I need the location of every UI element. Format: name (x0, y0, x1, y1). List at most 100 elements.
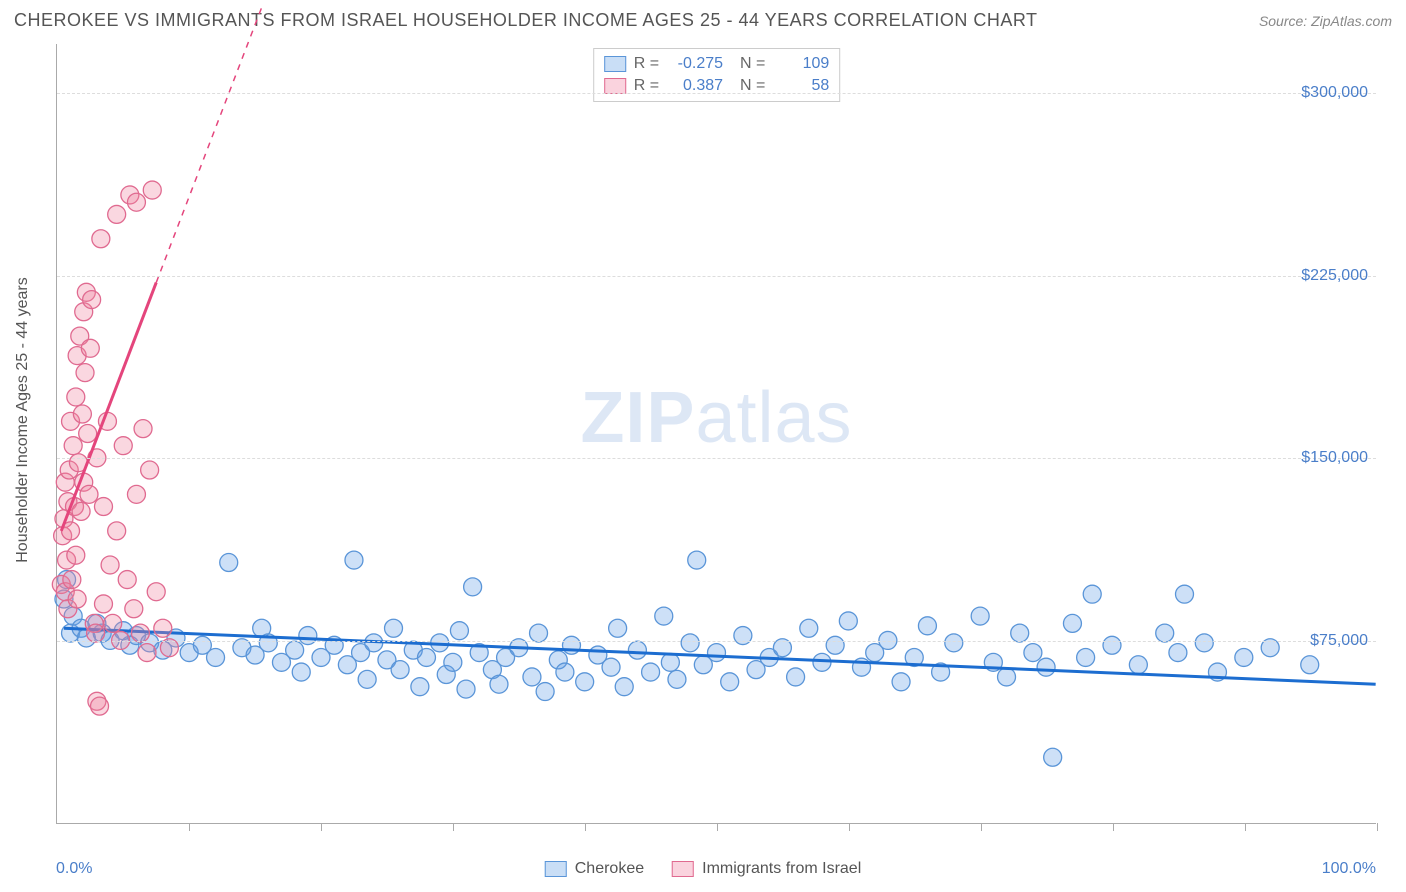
scatter-point (79, 425, 97, 443)
scatter-point (391, 661, 409, 679)
x-tick (453, 823, 454, 831)
scatter-point (556, 663, 574, 681)
scatter-point (892, 673, 910, 691)
plot-svg (57, 44, 1376, 823)
legend-item-israel: Immigrants from Israel (672, 860, 861, 878)
legend-label-israel: Immigrants from Israel (702, 860, 861, 878)
scatter-point (73, 405, 91, 423)
scatter-point (1024, 644, 1042, 662)
scatter-point (450, 622, 468, 640)
y-tick-label: $75,000 (1310, 632, 1368, 650)
legend-label-cherokee: Cherokee (575, 860, 644, 878)
scatter-point (1103, 636, 1121, 654)
scatter-point (1169, 644, 1187, 662)
scatter-point (87, 624, 105, 642)
scatter-point (1077, 648, 1095, 666)
scatter-point (945, 634, 963, 652)
scatter-point (490, 675, 508, 693)
scatter-point (104, 614, 122, 632)
legend-item-cherokee: Cherokee (545, 860, 644, 878)
scatter-point (1235, 648, 1253, 666)
scatter-point (207, 648, 225, 666)
swatch-pink-icon (672, 861, 694, 877)
scatter-point (688, 551, 706, 569)
bottom-legend: Cherokee Immigrants from Israel (545, 860, 862, 878)
scatter-point (154, 619, 172, 637)
scatter-point (127, 485, 145, 503)
scatter-point (67, 388, 85, 406)
scatter-point (101, 556, 119, 574)
scatter-point (138, 644, 156, 662)
scatter-point (721, 673, 739, 691)
scatter-point (998, 668, 1016, 686)
scatter-point (80, 485, 98, 503)
x-tick (189, 823, 190, 831)
plot-area: ZIPatlas R = -0.275 N = 109 R = 0.387 N … (56, 44, 1376, 824)
scatter-point (385, 619, 403, 637)
scatter-point (576, 673, 594, 691)
scatter-point (76, 364, 94, 382)
n-value-cherokee: 109 (773, 55, 829, 73)
scatter-point (220, 554, 238, 572)
scatter-point (345, 551, 363, 569)
scatter-point (1083, 585, 1101, 603)
gridline (57, 93, 1376, 94)
trend-line-extrapolated (156, 7, 261, 282)
scatter-point (661, 653, 679, 671)
scatter-point (918, 617, 936, 635)
stats-legend-box: R = -0.275 N = 109 R = 0.387 N = 58 (593, 48, 841, 102)
scatter-point (1037, 658, 1055, 676)
chart-container: CHEROKEE VS IMMIGRANTS FROM ISRAEL HOUSE… (0, 0, 1406, 892)
scatter-point (81, 339, 99, 357)
x-tick (585, 823, 586, 831)
scatter-point (141, 461, 159, 479)
gridline (57, 276, 1376, 277)
x-tick (1113, 823, 1114, 831)
scatter-point (787, 668, 805, 686)
scatter-point (1129, 656, 1147, 674)
scatter-point (668, 670, 686, 688)
swatch-blue-icon (545, 861, 567, 877)
source-attribution: Source: ZipAtlas.com (1259, 13, 1392, 29)
scatter-point (143, 181, 161, 199)
scatter-point (615, 678, 633, 696)
y-axis-title: Householder Income Ages 25 - 44 years (14, 277, 32, 563)
scatter-point (108, 205, 126, 223)
scatter-point (708, 644, 726, 662)
y-tick-label: $300,000 (1301, 84, 1368, 102)
swatch-pink-icon (604, 78, 626, 94)
scatter-point (839, 612, 857, 630)
gridline (57, 641, 1376, 642)
scatter-point (67, 546, 85, 564)
scatter-point (118, 571, 136, 589)
scatter-point (417, 648, 435, 666)
scatter-point (72, 502, 90, 520)
scatter-point (1195, 634, 1213, 652)
scatter-point (602, 658, 620, 676)
scatter-point (83, 291, 101, 309)
scatter-point (530, 624, 548, 642)
x-tick (1377, 823, 1378, 831)
scatter-point (64, 437, 82, 455)
y-tick-label: $225,000 (1301, 267, 1368, 285)
x-axis-min-label: 0.0% (56, 860, 92, 878)
scatter-point (114, 437, 132, 455)
scatter-point (92, 230, 110, 248)
scatter-point (1044, 748, 1062, 766)
scatter-point (286, 641, 304, 659)
scatter-point (457, 680, 475, 698)
x-tick (981, 823, 982, 831)
y-tick-label: $150,000 (1301, 449, 1368, 467)
scatter-point (1011, 624, 1029, 642)
scatter-point (94, 595, 112, 613)
scatter-point (1301, 656, 1319, 674)
x-tick (321, 823, 322, 831)
r-value-cherokee: -0.275 (667, 55, 723, 73)
scatter-point (68, 590, 86, 608)
scatter-point (826, 636, 844, 654)
scatter-point (127, 193, 145, 211)
scatter-point (134, 420, 152, 438)
swatch-blue-icon (604, 56, 626, 72)
stats-row-cherokee: R = -0.275 N = 109 (604, 53, 830, 75)
r-label: R = (634, 55, 659, 73)
